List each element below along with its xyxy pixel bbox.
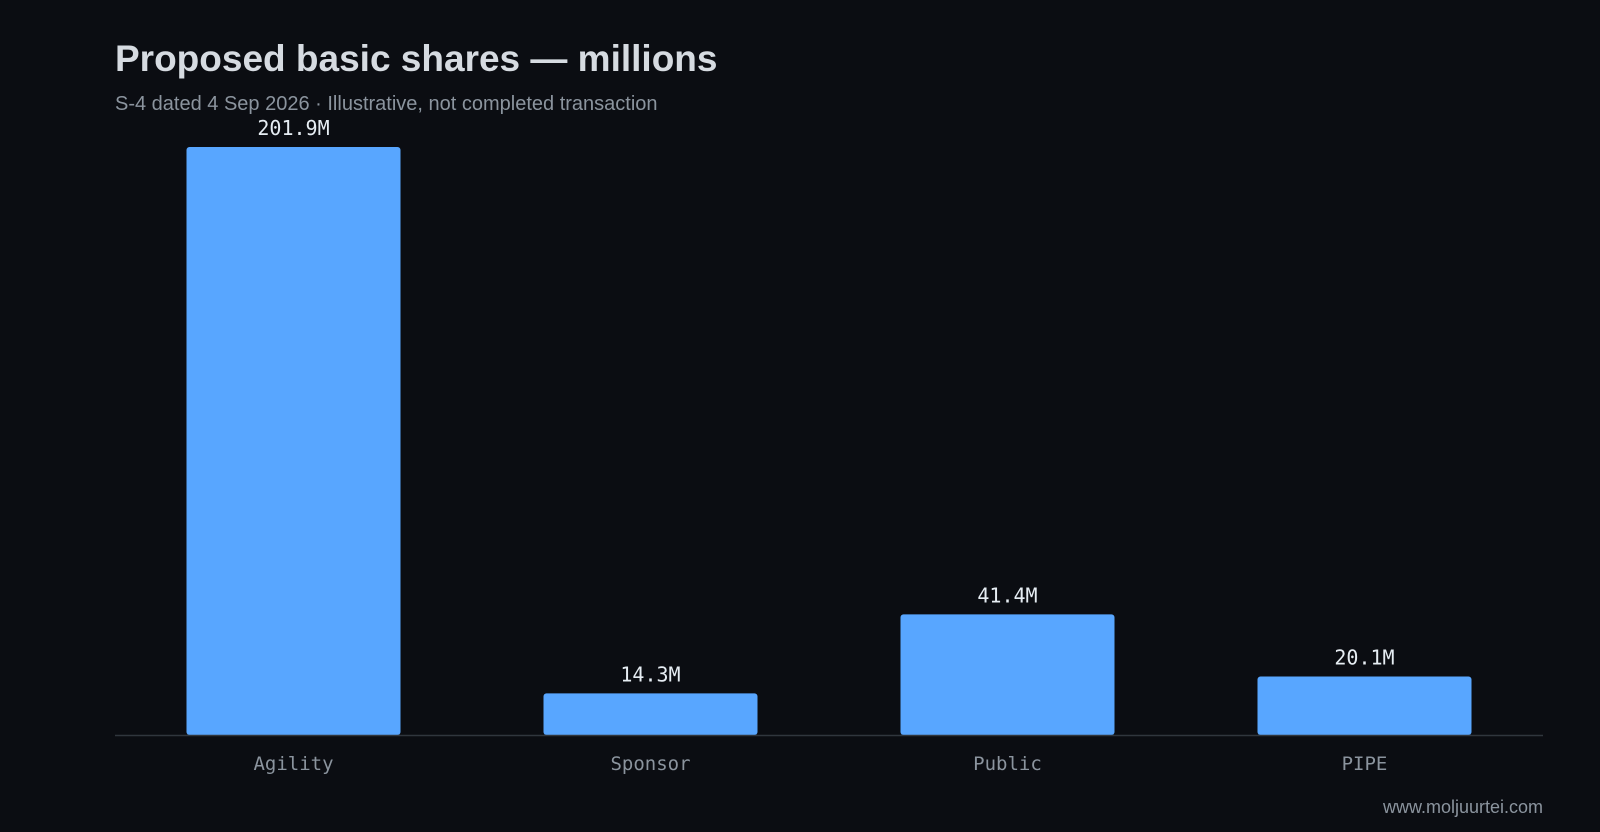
value-label-agility: 201.9M: [257, 116, 329, 140]
tick-label-public: Public: [973, 753, 1042, 775]
chart-subtitle: S-4 dated 4 Sep 2026 · Illustrative, not…: [115, 93, 658, 115]
tick-label-agility: Agility: [253, 753, 333, 775]
bar-public: [900, 614, 1115, 735]
labels-group: 201.9M Agility 14.3M Sponsor 41.4M Public 20.1…: [253, 116, 1394, 775]
bar-agility: [186, 147, 401, 735]
bar-pipe: [1257, 676, 1472, 735]
value-label-public: 41.4M: [977, 583, 1037, 607]
value-label-sponsor: 14.3M: [620, 662, 680, 686]
tick-label-sponsor: Sponsor: [610, 753, 690, 775]
bars-group: [186, 147, 1472, 735]
value-label-pipe: 20.1M: [1334, 645, 1394, 669]
bar-sponsor: [543, 693, 758, 735]
watermark-url: www.moljuurtei.com: [1382, 797, 1543, 817]
chart-title: Proposed basic shares — millions: [115, 38, 718, 79]
tick-label-pipe: PIPE: [1342, 753, 1388, 775]
